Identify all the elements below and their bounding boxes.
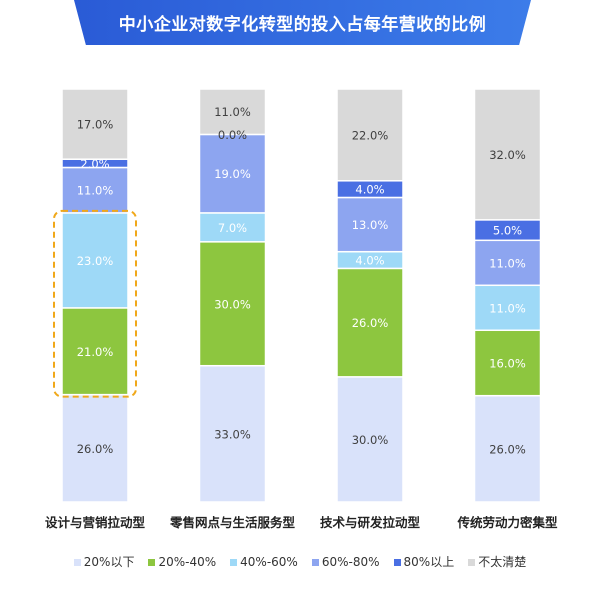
data-label-1-5: 11.0% <box>214 105 251 119</box>
data-label-2-0: 30.0% <box>352 433 389 447</box>
bar-segment-1-1 <box>198 241 267 367</box>
legend-item-above-80: 80%以上 <box>393 553 455 571</box>
bar-segment-2-1 <box>336 267 404 378</box>
data-label-3-5: 32.0% <box>489 148 526 162</box>
data-label-0-1: 21.0% <box>77 345 114 359</box>
bar-segment-2-0 <box>336 376 404 503</box>
legend-label: 20%-40% <box>158 555 217 569</box>
highlight-layer <box>53 209 137 398</box>
data-label-1-3: 19.0% <box>214 167 251 181</box>
data-label-0-3: 11.0% <box>77 184 114 198</box>
data-label-2-3: 13.0% <box>352 218 389 232</box>
bar-segment-3-5 <box>473 88 542 221</box>
data-label-3-0: 26.0% <box>489 442 526 456</box>
legend-item-below-20: 20%以下 <box>73 553 135 571</box>
legend-label: 20%以下 <box>83 555 135 569</box>
category-labels: 设计与营销拉动型 零售网点与生活服务型 技术与研发拉动型 传统劳动力密集型 <box>45 515 558 530</box>
legend-item-unsure: 不太清楚 <box>468 553 526 571</box>
data-label-2-1: 26.0% <box>352 316 389 330</box>
data-label-0-4: 2.0% <box>80 157 109 171</box>
category-label-1: 零售网点与生活服务型 <box>169 515 296 530</box>
legend-swatch <box>311 558 319 566</box>
data-label-1-0: 33.0% <box>214 427 251 441</box>
bar-segment-0-1 <box>61 307 129 396</box>
bar-segment-2-3 <box>336 196 404 253</box>
legend-label: 不太清楚 <box>478 555 527 569</box>
bar-segment-1-3 <box>198 133 267 214</box>
bar-segment-0-5 <box>61 88 129 160</box>
data-label-0-2: 23.0% <box>77 254 114 268</box>
data-label-1-4: 0.0% <box>218 128 247 142</box>
data-labels: 26.0% 21.0% 23.0% 11.0% 2.0% 17.0% 33.0% 30.0% 7… <box>77 105 526 456</box>
legend-label: 40%-60% <box>240 555 298 569</box>
bar-segment-0-0 <box>61 393 129 503</box>
data-label-3-1: 16.0% <box>489 356 526 370</box>
bar-segments <box>61 88 542 503</box>
bar-segment-3-2 <box>473 284 542 332</box>
legend-swatch <box>230 558 238 566</box>
data-label-2-4: 4.0% <box>355 183 384 197</box>
data-label-2-2: 4.0% <box>355 254 384 268</box>
highlight-box <box>53 209 137 398</box>
category-label-0: 设计与营销拉动型 <box>45 515 146 530</box>
bar-segment-1-5 <box>198 88 267 136</box>
bar-segment-1-0 <box>198 364 267 503</box>
bar-segment-3-0 <box>473 394 542 503</box>
data-label-1-2: 7.0% <box>218 221 247 235</box>
title-banner: 中小企业对数字化转型的投入占每年营收的比例 <box>74 0 531 45</box>
data-label-0-5: 17.0% <box>77 118 114 132</box>
legend-item-40-60: 40%-60% <box>230 553 298 571</box>
data-label-2-5: 22.0% <box>352 128 389 142</box>
data-label-0-0: 26.0% <box>77 442 114 456</box>
category-label-2: 技术与研发拉动型 <box>320 515 421 530</box>
legend-label: 80%以上 <box>403 555 455 569</box>
data-label-1-1: 30.0% <box>214 297 251 311</box>
legend-swatch <box>148 558 156 566</box>
data-label-3-3: 11.0% <box>489 256 526 270</box>
data-label-3-2: 11.0% <box>489 301 526 315</box>
legend-swatch <box>393 558 401 566</box>
bar-segment-3-3 <box>473 239 542 287</box>
category-label-3: 传统劳动力密集型 <box>456 515 558 530</box>
bar-segment-0-3 <box>61 166 129 214</box>
legend-label: 60%-80% <box>321 555 380 569</box>
legend: 20%以下 20%-40% 40%-60% 60%-80% 80%以上 不太清楚 <box>0 553 600 571</box>
legend-swatch <box>468 558 476 566</box>
data-label-3-4: 5.0% <box>493 224 522 238</box>
legend-item-60-80: 60%-80% <box>311 553 380 571</box>
bar-segment-2-5 <box>336 88 404 182</box>
bar-segment-3-1 <box>473 329 542 397</box>
bar-segment-1-2 <box>198 212 267 243</box>
legend-item-20-40: 20%-40% <box>148 553 216 571</box>
chart-title: 中小企业对数字化转型的投入占每年营收的比例 <box>118 15 487 35</box>
legend-swatch <box>73 558 81 566</box>
